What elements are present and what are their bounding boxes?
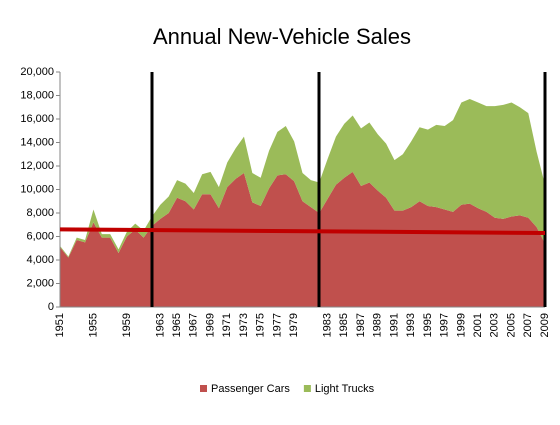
legend-swatch bbox=[200, 385, 207, 392]
x-tick-label: 2001 bbox=[472, 313, 484, 337]
x-tick-label: 1955 bbox=[87, 313, 99, 337]
x-tick-label: 1973 bbox=[238, 313, 250, 337]
x-tick-label: 1997 bbox=[439, 313, 451, 337]
area bbox=[60, 99, 545, 258]
y-tick-label: 0 bbox=[48, 301, 54, 313]
legend-label: Light Trucks bbox=[315, 383, 375, 395]
y-tick-label: 8,000 bbox=[26, 207, 54, 219]
x-tick-label: 2003 bbox=[489, 313, 501, 337]
x-tick-label: 1969 bbox=[204, 313, 216, 337]
x-tick-label: 1963 bbox=[154, 313, 166, 337]
x-tick-label: 1967 bbox=[188, 313, 200, 337]
x-tick-label: 1999 bbox=[455, 313, 467, 337]
x-tick-label: 1977 bbox=[271, 313, 283, 337]
y-tick-label: 12,000 bbox=[20, 160, 54, 172]
x-tick-label: 2007 bbox=[522, 313, 534, 337]
x-tick-label: 1965 bbox=[171, 313, 183, 337]
x-tick-label: 2005 bbox=[505, 313, 517, 337]
x-tick-label: 1951 bbox=[54, 313, 66, 337]
x-tick-label: 1987 bbox=[355, 313, 367, 337]
x-tick-label: 1979 bbox=[288, 313, 300, 337]
x-tick-label: 2009 bbox=[539, 313, 551, 337]
y-tick-label: 20,000 bbox=[20, 66, 54, 78]
trend-line bbox=[59, 227, 546, 235]
legend-swatch bbox=[303, 385, 311, 392]
legend-label: Passenger Cars bbox=[211, 383, 290, 395]
x-tick-label: 1971 bbox=[221, 313, 233, 337]
y-tick-label: 14,000 bbox=[20, 136, 54, 148]
y-tick-label: 18,000 bbox=[20, 89, 54, 101]
x-tick-label: 1991 bbox=[388, 313, 400, 337]
x-tick-label: 1983 bbox=[321, 313, 333, 337]
y-tick-label: 16,000 bbox=[20, 113, 54, 125]
x-tick-label: 1993 bbox=[405, 313, 417, 337]
y-tick-label: 4,000 bbox=[26, 254, 54, 266]
y-tick-label: 10,000 bbox=[20, 183, 54, 195]
x-tick-label: 1959 bbox=[121, 313, 133, 337]
chart-title: Annual New-Vehicle Sales bbox=[153, 24, 411, 49]
x-tick-label: 1975 bbox=[255, 313, 267, 337]
legend: Passenger Cars Light Trucks bbox=[200, 383, 375, 395]
y-tick-label: 2,000 bbox=[26, 277, 54, 289]
x-tick-label: 1985 bbox=[338, 313, 350, 337]
x-tick-label: 1995 bbox=[422, 313, 434, 337]
area bbox=[60, 171, 545, 307]
plot-area: 0 2,000 4,000 6,000 8,000 10,000 12,000 14,000 1… bbox=[20, 66, 551, 338]
y-tick-label: 6,000 bbox=[26, 230, 54, 242]
annotations bbox=[59, 72, 547, 307]
x-tick-label: 1989 bbox=[372, 313, 384, 337]
